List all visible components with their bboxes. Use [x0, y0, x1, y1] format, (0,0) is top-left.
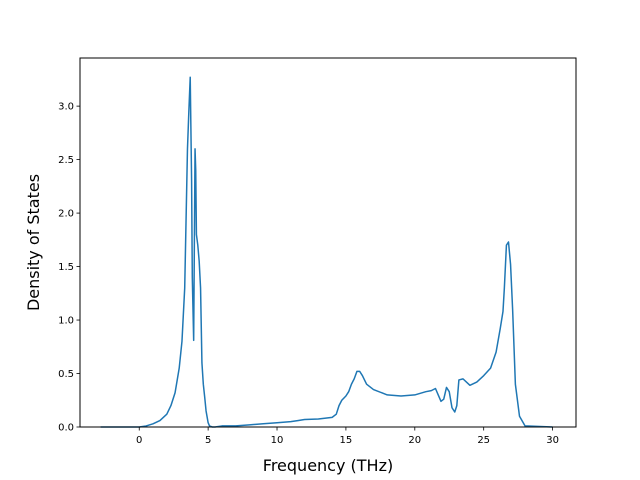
- x-tick-label: 5: [205, 435, 211, 446]
- x-tick-label: 25: [477, 435, 490, 446]
- axes-frame: [79, 57, 577, 428]
- dos-series-line: [100, 76, 553, 428]
- y-tick-label: 2.0: [58, 209, 74, 220]
- y-axis-ticks: 0.0 0.5 1.0 1.5 2.0 2.5 3.0: [58, 102, 80, 434]
- x-axis-ticks: 0 5 10 15 20 25 30: [136, 427, 559, 446]
- y-tick-label: 2.5: [58, 155, 74, 166]
- x-tick-label: 10: [271, 435, 284, 446]
- y-tick-label: 1.0: [58, 316, 74, 327]
- x-tick-label: 0: [136, 435, 142, 446]
- y-tick-label: 1.5: [58, 262, 74, 273]
- y-axis-label: Density of States: [24, 174, 43, 311]
- x-axis-label: Frequency (THz): [263, 456, 393, 475]
- y-tick-label: 0.0: [58, 423, 74, 434]
- x-tick-label: 20: [408, 435, 421, 446]
- y-tick-label: 0.5: [58, 369, 74, 380]
- y-tick-label: 3.0: [58, 102, 74, 113]
- x-tick-label: 30: [546, 435, 559, 446]
- x-tick-label: 15: [340, 435, 353, 446]
- plot-area: [100, 76, 553, 428]
